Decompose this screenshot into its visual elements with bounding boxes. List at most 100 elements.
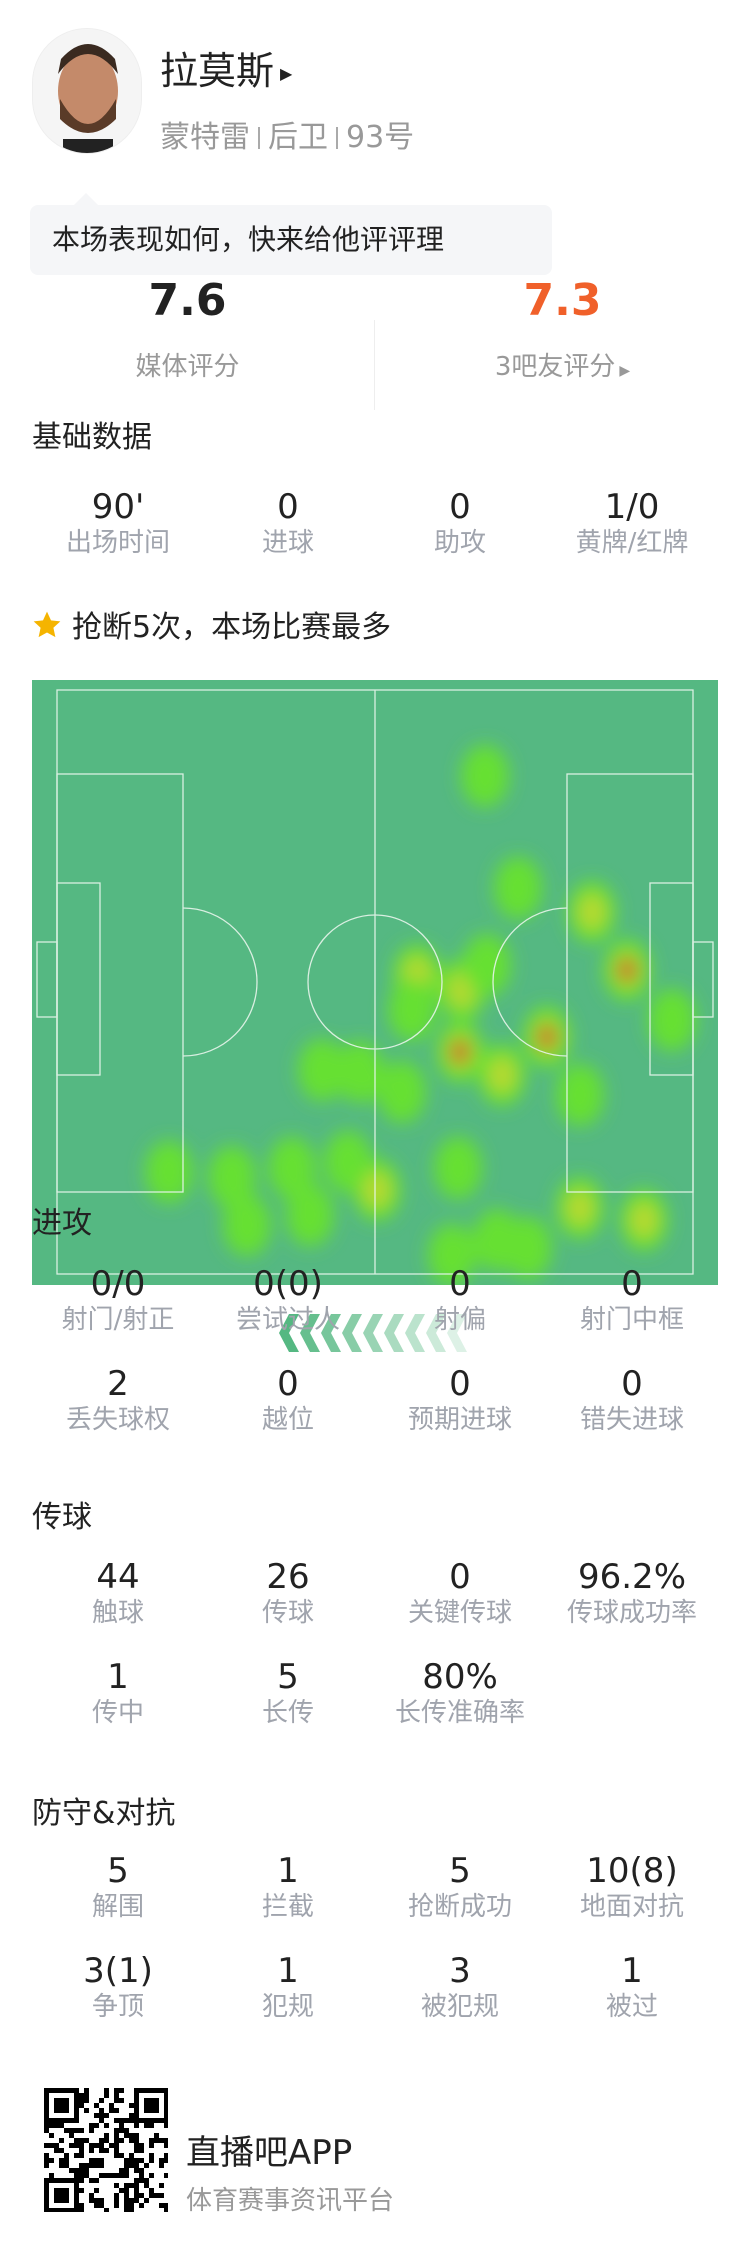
stat-passing: 80% 长传准确率 (374, 1658, 546, 1730)
heat-spot (648, 988, 696, 1052)
heat-spot (556, 1063, 604, 1127)
section-title-basic: 基础数据 (32, 420, 152, 455)
stat-value: 0 (621, 1364, 643, 1404)
heat-spot (618, 958, 636, 982)
fan-rating[interactable]: 7.3 3吧友评分 ▶ (375, 275, 750, 383)
chevron-left-icon (363, 1314, 383, 1352)
stat-passing: 96.2% 传球成功率 (546, 1558, 718, 1630)
stat-label: 助攻 (433, 528, 486, 558)
heatmap-pitch (32, 680, 718, 1287)
stat-attack: 0 射门中框 (546, 1265, 718, 1337)
stat-label: 尝试过人 (235, 1305, 340, 1335)
chevron-left-icon (426, 1314, 446, 1352)
stat-value: 0 (449, 487, 471, 527)
heat-spot (428, 1223, 476, 1287)
stat-label: 预期进球 (407, 1405, 512, 1435)
stat-value: 90' (91, 487, 145, 527)
section-title-defense: 防守&对抗 (32, 1796, 176, 1831)
player-info: 蒙特雷 后卫 93号 (160, 112, 414, 156)
stat-defense: 1 犯规 (202, 1952, 374, 2024)
player-name[interactable]: 拉莫斯 ▶ (160, 40, 292, 95)
stat-basic: 0 进球 (202, 488, 374, 560)
stat-defense: 10(8) 地面对抗 (546, 1852, 718, 1924)
stat-defense: 5 解围 (32, 1852, 204, 1924)
chevron-left-icon (279, 1314, 299, 1352)
stat-basic: 90' 出场时间 (32, 488, 204, 560)
stat-value: 1 (107, 1657, 129, 1697)
stat-label: 出场时间 (65, 528, 170, 558)
stat-value: 0(0) (253, 1264, 323, 1304)
heat-spot (461, 744, 509, 808)
divider (374, 320, 375, 410)
stat-value: 1 (277, 1951, 299, 1991)
pitch-lines (36, 689, 714, 1275)
stat-defense: 3(1) 争顶 (32, 1952, 204, 2024)
heat-spot (451, 1040, 469, 1064)
heat-spot (378, 1060, 426, 1124)
heat-spot (388, 978, 436, 1042)
stat-label: 地面对抗 (579, 1892, 684, 1922)
fan-rating-label: 3吧友评分 ▶ (375, 346, 750, 383)
stat-attack: 0/0 射门/射正 (32, 1265, 204, 1337)
chevron-left-icon (384, 1314, 404, 1352)
heat-spot (566, 1189, 594, 1227)
section-title-passing: 传球 (32, 1500, 92, 1535)
stat-value: 10(8) (586, 1851, 678, 1891)
rate-prompt-bubble[interactable]: 本场表现如何，快来给他评评理 (30, 193, 552, 275)
stat-attack: 0 越位 (202, 1365, 374, 1437)
stat-label: 争顶 (91, 1992, 144, 2022)
stat-passing: 5 长传 (202, 1658, 374, 1730)
highlight-banner: 抢断5次，本场比赛最多 (30, 602, 391, 646)
chevron-left-icon (279, 1314, 467, 1352)
stat-label: 传球成功率 (566, 1598, 697, 1628)
stat-value: 26 (266, 1557, 310, 1597)
stat-passing: 1 传中 (32, 1658, 204, 1730)
player-avatar[interactable] (32, 28, 142, 154)
stat-basic: 1/0 黄牌/红牌 (546, 488, 718, 560)
media-rating: 7.6 媒体评分 (0, 275, 375, 383)
heat-spot (208, 1145, 256, 1209)
stat-value: 1 (621, 1951, 643, 1991)
heat-spot (630, 1201, 658, 1239)
stat-value: 80% (422, 1657, 498, 1697)
stat-label: 丢失球权 (65, 1405, 170, 1435)
heat-spot (268, 1136, 316, 1200)
heat-spot (336, 1040, 384, 1104)
stat-passing: 0 关键传球 (374, 1558, 546, 1630)
position: 后卫 (268, 120, 328, 155)
stat-label: 长传 (261, 1698, 314, 1728)
stat-basic: 0 助攻 (374, 488, 546, 560)
highlight-text: 抢断5次，本场比赛最多 (72, 610, 392, 645)
heat-spot (578, 893, 606, 931)
stat-label: 射门/射正 (61, 1305, 175, 1335)
stat-value: 2 (107, 1364, 129, 1404)
qr-code-icon (44, 2088, 169, 2213)
caret-right-icon: ▶ (619, 363, 631, 379)
stat-value: 44 (96, 1557, 140, 1597)
stat-label: 抢断成功 (407, 1892, 512, 1922)
separator (336, 127, 338, 149)
stat-value: 96.2% (577, 1557, 686, 1597)
heat-spot (363, 1171, 391, 1209)
stat-value: 1 (277, 1851, 299, 1891)
media-rating-value: 7.6 (148, 275, 227, 326)
stat-label: 触球 (91, 1598, 144, 1628)
heat-spot (494, 856, 542, 920)
stat-value: 5 (277, 1657, 299, 1697)
stat-label: 犯规 (261, 1992, 314, 2022)
stat-value: 0/0 (90, 1264, 146, 1304)
stat-defense: 1 被过 (546, 1952, 718, 2024)
heat-spot (488, 1056, 516, 1094)
chevron-left-icon (447, 1314, 467, 1352)
app-name: 直播吧APP (186, 2133, 353, 2173)
separator (258, 127, 260, 149)
stat-attack: 0 射偏 (374, 1265, 546, 1337)
stat-passing: 44 触球 (32, 1558, 204, 1630)
caret-right-icon: ▶ (280, 64, 293, 83)
heat-spot (286, 1183, 334, 1247)
stat-label: 被犯规 (420, 1992, 499, 2022)
section-title-attack: 进攻 (32, 1206, 92, 1241)
heat-spot (298, 1038, 346, 1102)
stat-value: 0 (621, 1264, 643, 1304)
stat-attack: 2 丢失球权 (32, 1365, 204, 1437)
